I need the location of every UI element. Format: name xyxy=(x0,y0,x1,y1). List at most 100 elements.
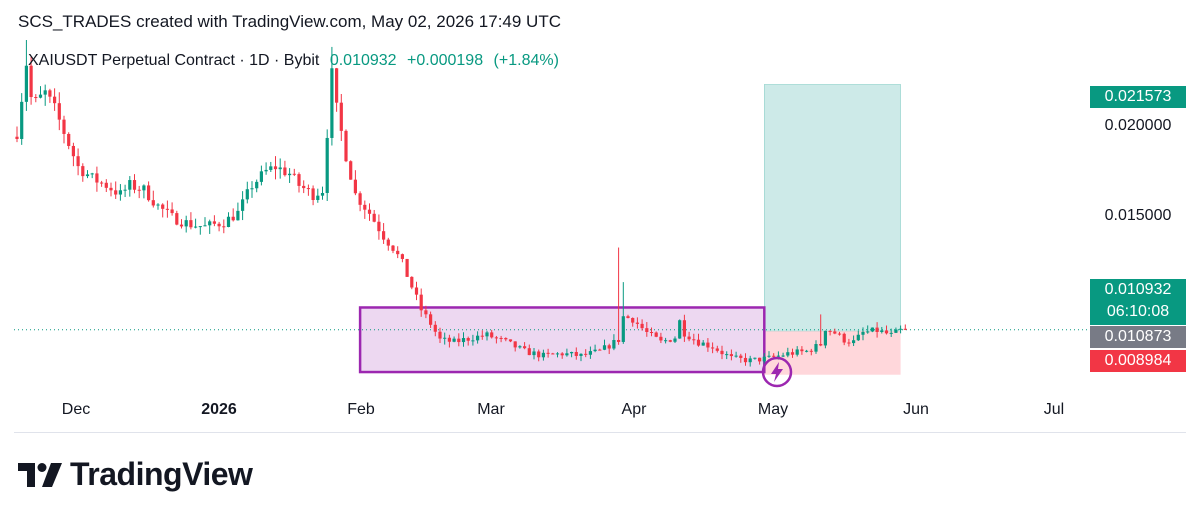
target-price-tag: 0.021573 xyxy=(1090,86,1186,108)
x-tick-feb: Feb xyxy=(347,401,375,418)
candle-up xyxy=(255,181,259,189)
candle-up xyxy=(767,355,771,357)
lightning-icon[interactable] xyxy=(761,356,793,388)
candle-up xyxy=(579,353,583,356)
candle-down xyxy=(466,338,470,341)
position-target-zone xyxy=(764,84,901,332)
candle-down xyxy=(292,173,296,175)
candle-up xyxy=(852,340,856,344)
candle-up xyxy=(118,190,122,195)
candle-down xyxy=(358,193,362,205)
candle-up xyxy=(269,166,273,170)
x-tick-dec: Dec xyxy=(61,401,91,418)
current-price-tag: 0.010932 06:10:08 xyxy=(1090,279,1186,325)
legend-change-pct: (+1.84%) xyxy=(493,52,559,69)
candle-down xyxy=(649,332,654,334)
symbol-legend[interactable]: XAIUSDT Perpetual Contract · 1D · Bybit … xyxy=(28,52,559,70)
candle-up xyxy=(866,331,870,333)
candle-down xyxy=(414,287,419,295)
candle-down xyxy=(53,96,57,104)
candle-up xyxy=(555,353,560,355)
candle-down xyxy=(607,345,611,349)
candle-up xyxy=(38,94,43,98)
candle-down xyxy=(457,338,461,343)
candle-down xyxy=(29,65,33,98)
entry-price-tag: 0.010873 xyxy=(1090,326,1186,348)
candle-down xyxy=(34,97,38,99)
candle-down xyxy=(480,335,484,337)
candle-up xyxy=(476,335,480,341)
candle-up xyxy=(823,330,827,346)
candle-down xyxy=(635,322,639,324)
candle-down xyxy=(682,320,686,337)
candle-up xyxy=(518,346,522,348)
candle-up xyxy=(673,338,677,342)
candle-down xyxy=(222,226,226,228)
candle-down xyxy=(311,188,315,201)
candle-down xyxy=(711,347,715,349)
candle-down xyxy=(62,119,66,134)
candle-down xyxy=(645,328,649,333)
candle-down xyxy=(508,339,513,342)
candle-down xyxy=(433,324,437,332)
candle-down xyxy=(903,328,907,330)
candle-down xyxy=(809,350,813,352)
symbol-title: XAIUSDT Perpetual Contract · 1D · Bybit xyxy=(28,52,320,69)
candle-up xyxy=(856,334,860,341)
candle-up xyxy=(861,331,865,335)
candle-down xyxy=(114,190,118,195)
candle-up xyxy=(278,167,282,170)
candle-down xyxy=(48,90,52,97)
candle-down xyxy=(386,239,390,246)
candle-down xyxy=(165,208,169,210)
candle-up xyxy=(781,355,785,357)
candle-down xyxy=(76,156,80,167)
candle-down xyxy=(283,167,287,176)
candle-down xyxy=(147,185,151,201)
candle-down xyxy=(353,179,357,194)
candle-up xyxy=(678,320,682,339)
candle-up xyxy=(894,329,898,333)
candlestick-chart[interactable] xyxy=(14,40,1186,432)
candle-down xyxy=(67,133,71,146)
candle-up xyxy=(241,199,245,211)
candle-down xyxy=(377,221,381,232)
candle-up xyxy=(90,173,94,175)
candle-up xyxy=(452,338,456,342)
candle-down xyxy=(104,182,108,188)
candle-down xyxy=(513,341,517,348)
candle-down xyxy=(560,353,564,356)
legend-change: +0.000198 xyxy=(407,52,484,69)
candle-up xyxy=(184,220,188,227)
legend-last-price: 0.010932 xyxy=(329,52,397,69)
candle-down xyxy=(161,204,165,209)
candle-up xyxy=(664,340,668,342)
candle-down xyxy=(179,224,184,227)
candle-down xyxy=(687,336,691,340)
candle-up xyxy=(226,216,231,227)
candle-down xyxy=(833,331,837,334)
candle-up xyxy=(565,353,569,356)
chart-pane[interactable]: XAIUSDT Perpetual Contract · 1D · Bybit … xyxy=(14,40,1186,433)
candle-up xyxy=(123,189,127,191)
bar-countdown: 06:10:08 xyxy=(1106,303,1170,320)
candle-down xyxy=(654,332,658,337)
candle-up xyxy=(602,345,607,350)
tradingview-wordmark: TradingView xyxy=(70,456,253,492)
candle-up xyxy=(259,171,263,182)
candle-down xyxy=(151,200,155,206)
candle-up xyxy=(588,351,592,355)
candle-up xyxy=(43,90,47,95)
candle-up xyxy=(245,189,249,200)
candle-down xyxy=(729,354,733,357)
candle-down xyxy=(95,173,99,183)
candle-down xyxy=(306,188,310,190)
candle-down xyxy=(410,276,414,288)
candle-down xyxy=(499,337,503,339)
candle-up xyxy=(725,354,729,356)
tradingview-logo[interactable]: TradingView xyxy=(18,456,253,493)
candle-down xyxy=(847,342,851,344)
candle-down xyxy=(344,130,348,162)
candle-down xyxy=(175,213,179,225)
stop-price-tag: 0.008984 xyxy=(1090,350,1186,372)
